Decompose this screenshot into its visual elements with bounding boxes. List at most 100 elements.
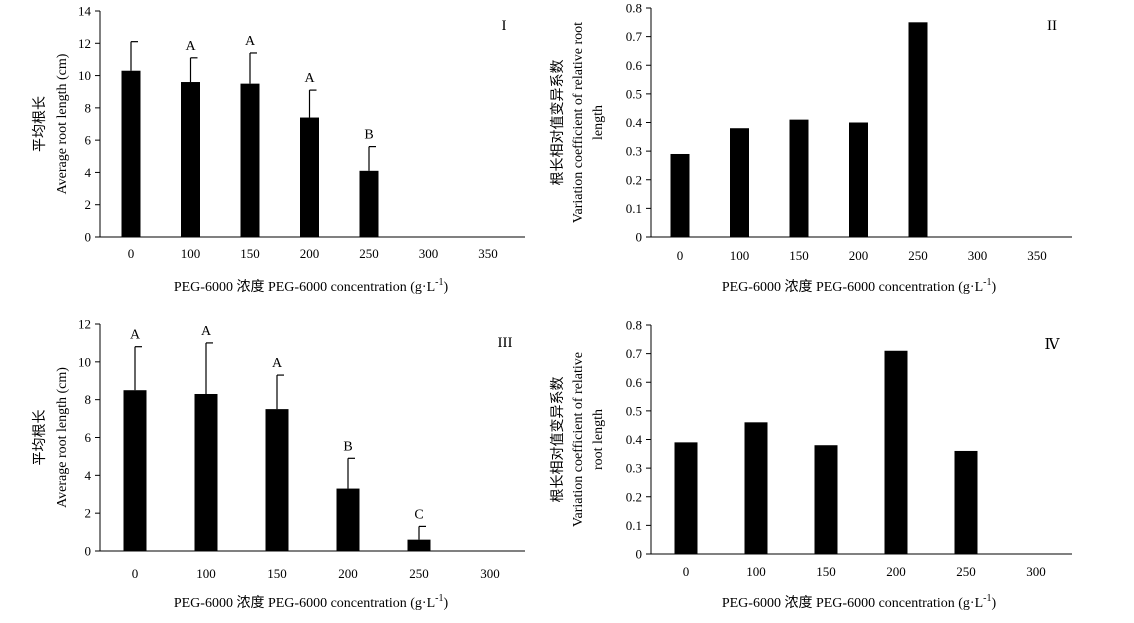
y-axis-label: 平均根长	[32, 410, 48, 466]
x-tick-label: 300	[1026, 564, 1046, 579]
x-tick-label: 350	[478, 246, 498, 261]
x-tick-label: 0	[677, 248, 684, 263]
x-tick-label: 200	[338, 566, 358, 581]
y-tick-label: 0.1	[626, 518, 642, 533]
panel-label: III	[498, 335, 513, 351]
y-tick-label: 0	[85, 230, 92, 245]
bar	[814, 445, 838, 554]
y-tick-label: 0.5	[626, 403, 642, 418]
bar	[674, 442, 698, 554]
y-tick-label: 0.2	[626, 489, 642, 504]
panel-label: II	[1047, 18, 1057, 34]
x-tick-label: 250	[956, 564, 976, 579]
y-tick-label: 0.5	[626, 86, 642, 101]
y-tick-label: 0	[636, 230, 643, 245]
x-tick-label: 250	[908, 248, 928, 263]
y-tick-label: 0	[636, 547, 643, 562]
bar	[730, 128, 749, 237]
y-axis-label: 根长相对值变异系数	[550, 60, 566, 186]
x-tick-label: 0	[128, 246, 135, 261]
x-tick-label: 100	[746, 564, 766, 579]
bar	[744, 422, 768, 554]
x-tick-label: 200	[886, 564, 906, 579]
significance-label: A	[245, 34, 256, 49]
significance-label: A	[304, 71, 315, 86]
y-tick-label: 2	[85, 506, 92, 521]
x-tick-label: 250	[409, 566, 429, 581]
x-tick-label: 300	[480, 566, 500, 581]
y-tick-label: 0.4	[626, 432, 643, 447]
y-tick-label: 0.8	[626, 318, 642, 333]
x-axis-label: PEG-6000 浓度 PEG-6000 concentration (g·L-…	[174, 593, 449, 611]
x-axis-label: PEG-6000 浓度 PEG-6000 concentration (g·L-…	[174, 277, 449, 295]
y-tick-label: 6	[85, 430, 92, 445]
y-tick-label: 4	[85, 468, 92, 483]
x-tick-label: 0	[132, 566, 139, 581]
y-tick-label: 0.8	[626, 1, 642, 16]
y-tick-label: 0.7	[626, 29, 643, 44]
y-tick-label: 0	[85, 544, 92, 559]
y-axis-label: Average root length (cm)	[55, 367, 70, 508]
x-tick-label: 100	[196, 566, 216, 581]
significance-label: A	[272, 356, 283, 371]
y-axis-label: Variation coefficient of relative	[571, 352, 586, 527]
y-tick-label: 6	[85, 133, 92, 148]
bar	[336, 488, 360, 551]
bar	[181, 82, 200, 238]
y-tick-label: 0.1	[626, 201, 642, 216]
y-axis-label: length	[591, 105, 606, 140]
y-tick-label: 14	[78, 4, 92, 19]
bar	[407, 539, 431, 551]
x-tick-label: 150	[240, 246, 260, 261]
x-tick-label: 350	[1027, 248, 1047, 263]
y-axis-label: Variation coefficient of relative root	[571, 22, 586, 223]
chart-panel-i: 0 2 4 6 8 10 12 14 0 100 150 200 250 300 350 A A A B I PEG-6…	[32, 4, 525, 295]
x-tick-label: 200	[300, 246, 320, 261]
bar	[884, 350, 908, 554]
significance-label: B	[364, 128, 373, 143]
x-axis-label: PEG-6000 浓度 PEG-6000 concentration (g·L-…	[722, 277, 997, 295]
significance-label: C	[414, 507, 423, 522]
x-tick-label: 300	[419, 246, 439, 261]
x-tick-label: 200	[849, 248, 869, 263]
y-tick-label: 0.7	[626, 346, 643, 361]
y-tick-label: 8	[85, 392, 92, 407]
significance-label: A	[185, 39, 196, 54]
y-tick-label: 12	[78, 36, 91, 51]
x-tick-label: 100	[181, 246, 201, 261]
bar	[849, 122, 868, 237]
x-tick-label: 100	[730, 248, 750, 263]
y-axis-label: Average root length (cm)	[55, 53, 70, 194]
y-tick-label: 2	[85, 197, 92, 212]
panel-label: I	[502, 18, 507, 34]
x-tick-label: 150	[789, 248, 809, 263]
bar	[265, 409, 289, 551]
chart-panel-ii: 0 0.1 0.2 0.3 0.4 0.5 0.6 0.7 0.8 0 100 150 200 250 30…	[550, 1, 1072, 295]
x-tick-label: 0	[683, 564, 690, 579]
chart-panel-iv: 0 0.1 0.2 0.3 0.4 0.5 0.6 0.7 0.8 0 100 150 200 250 30…	[550, 318, 1072, 611]
significance-label: A	[130, 328, 141, 343]
bar	[300, 117, 319, 237]
x-tick-label: 150	[267, 566, 287, 581]
y-tick-label: 8	[85, 100, 92, 115]
significance-label: A	[201, 324, 212, 339]
x-tick-label: 300	[968, 248, 988, 263]
y-tick-label: 0.3	[626, 144, 642, 159]
x-tick-label: 250	[359, 246, 379, 261]
significance-label: B	[343, 439, 352, 454]
bar	[789, 119, 809, 237]
y-tick-label: 0.3	[626, 461, 642, 476]
panel-label: Ⅳ	[1045, 337, 1061, 353]
y-tick-label: 0.4	[626, 115, 643, 130]
y-tick-label: 10	[78, 68, 91, 83]
bar	[908, 22, 928, 237]
bar	[359, 170, 379, 237]
bar	[240, 83, 260, 238]
y-tick-label: 0.6	[626, 58, 643, 73]
bar	[123, 390, 147, 551]
y-axis-label: 根长相对值变异系数	[550, 377, 566, 503]
chart-panel-iii: 0 2 4 6 8 10 12 0 100 150 200 250 300 A A A B C III PEG-600…	[32, 317, 525, 611]
y-tick-label: 0.6	[626, 375, 643, 390]
y-axis-label: 平均根长	[32, 96, 48, 152]
